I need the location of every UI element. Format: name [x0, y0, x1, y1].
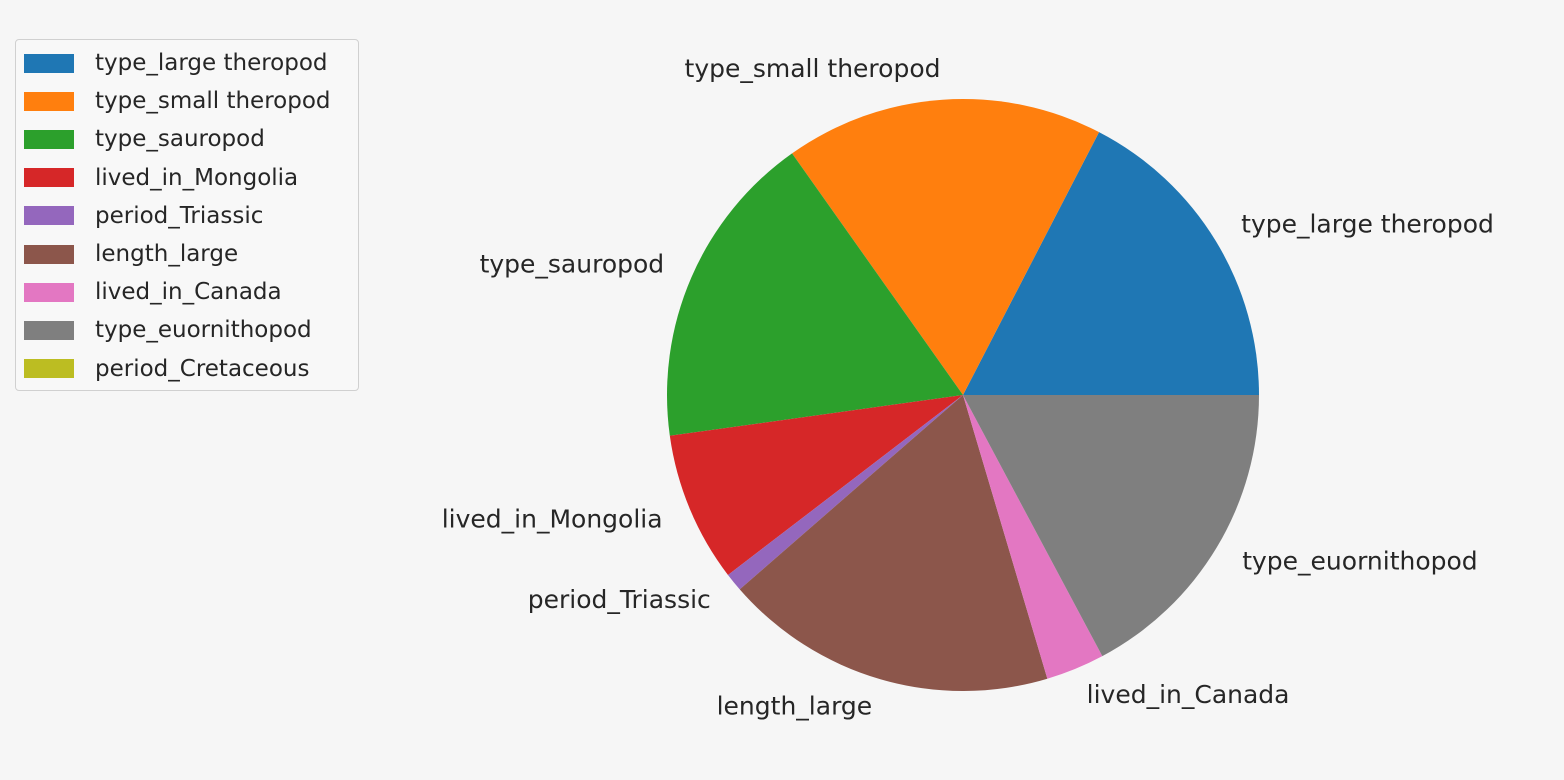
legend-label: type_large theropod: [95, 50, 328, 77]
pie-slice-period-triassic: [727, 395, 963, 590]
pie-slice-lived-in-mongolia: [669, 395, 963, 575]
legend-label: period_Cretaceous: [95, 355, 310, 382]
legend-item-length-large: length_large: [16, 235, 358, 273]
legend-label: period_Triassic: [95, 202, 264, 229]
pie-slice-type-sauropod: [667, 153, 963, 436]
legend-item-type-large-theropod: type_large theropod: [16, 44, 358, 82]
legend-swatch: [24, 244, 74, 264]
legend-item-period-cretaceous: period_Cretaceous: [16, 350, 358, 388]
legend-swatch: [24, 206, 74, 226]
pie-slice-type-small-theropod: [792, 98, 1100, 395]
legend-item-type-euornithopod: type_euornithopod: [16, 311, 358, 349]
slice-label-lived-in-mongolia: lived_in_Mongolia: [442, 505, 663, 534]
pie-slice-labels: type_large theropod type_small theropod ty…: [442, 54, 1494, 720]
pie-slices: [667, 98, 1259, 692]
legend-swatch: [24, 53, 74, 73]
slice-label-lived-in-canada: lived_in_Canada: [1087, 680, 1290, 709]
slice-label-type-small-theropod: type_small theropod: [685, 54, 941, 83]
chart-legend: type_large theropod type_small theropod ty…: [15, 39, 359, 391]
legend-label: lived_in_Mongolia: [95, 164, 299, 191]
pie-slice-type-euornithopod: [963, 395, 1259, 657]
slice-label-type-large-theropod: type_large theropod: [1241, 210, 1494, 239]
legend-label: length_large: [95, 241, 239, 268]
legend-item-type-small-theropod: type_small theropod: [16, 82, 358, 120]
slice-label-length-large: length_large: [717, 692, 873, 721]
legend-swatch: [24, 320, 74, 340]
pie-slice-type-large-theropod: [963, 132, 1259, 395]
slice-label-period-triassic: period_Triassic: [528, 585, 711, 614]
slice-label-type-sauropod: type_sauropod: [480, 250, 665, 279]
legend-label: type_sauropod: [95, 126, 265, 153]
legend-swatch: [24, 359, 74, 379]
pie-slice-lived-in-canada: [963, 395, 1103, 679]
legend-item-lived-in-mongolia: lived_in_Mongolia: [16, 159, 358, 197]
pie-slice-length-large: [739, 395, 1048, 692]
legend-swatch: [24, 168, 74, 188]
legend-label: type_small theropod: [95, 88, 331, 115]
legend-item-period-triassic: period_Triassic: [16, 197, 358, 235]
legend-item-type-sauropod: type_sauropod: [16, 120, 358, 158]
legend-label: type_euornithopod: [95, 317, 312, 344]
legend-label: lived_in_Canada: [95, 279, 282, 306]
slice-label-type-euornithopod: type_euornithopod: [1242, 547, 1477, 576]
legend-swatch: [24, 91, 74, 111]
legend-swatch: [24, 282, 74, 302]
legend-swatch: [24, 129, 74, 149]
legend-item-lived-in-canada: lived_in_Canada: [16, 273, 358, 311]
